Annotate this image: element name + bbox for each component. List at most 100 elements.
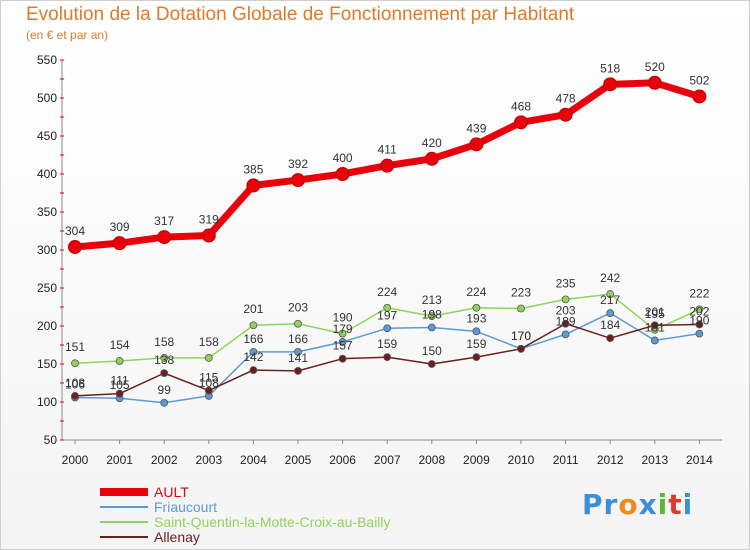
data-label: 198: [422, 308, 442, 322]
data-label: 197: [377, 308, 397, 322]
data-label: 439: [466, 121, 486, 135]
data-point: [383, 353, 392, 362]
data-label: 203: [556, 304, 576, 318]
data-label: 202: [689, 304, 709, 318]
data-point: [115, 389, 124, 398]
data-label: 309: [110, 220, 130, 234]
data-point: [201, 228, 216, 243]
data-label: 179: [333, 322, 353, 336]
data-label: 181: [645, 320, 665, 334]
data-label: 108: [199, 376, 219, 390]
data-point: [249, 347, 258, 356]
data-point: [157, 230, 172, 245]
data-point: [246, 178, 261, 193]
legend-label: Allenay: [154, 528, 200, 545]
data-label: 150: [422, 344, 442, 358]
data-label: 224: [377, 285, 397, 299]
legend: AULT Friaucourt Saint-Quentin-la-Motte-Cro…: [100, 484, 391, 544]
data-point: [335, 167, 350, 181]
data-point: [424, 151, 439, 166]
data-label: 108: [65, 376, 85, 390]
data-label: 166: [288, 332, 308, 346]
data-label: 317: [154, 214, 174, 228]
data-point: [650, 321, 659, 330]
data-label: 520: [645, 60, 665, 74]
data-label: 159: [466, 337, 486, 351]
legend-item: Allenay: [100, 529, 391, 544]
chart-subtitle: (en € et par an): [26, 28, 109, 42]
data-label: 385: [243, 162, 263, 176]
x-tick-label: 2010: [508, 453, 535, 467]
data-label: 141: [288, 351, 308, 365]
x-tick-label: 2001: [106, 453, 133, 467]
y-tick-label: 200: [37, 319, 57, 333]
x-tick-label: 2008: [418, 453, 445, 467]
data-point: [204, 354, 213, 362]
data-label: 224: [466, 285, 486, 299]
data-label: 170: [511, 329, 531, 343]
data-point: [517, 344, 525, 353]
legend-swatch: [100, 520, 148, 523]
data-label: 478: [556, 92, 576, 106]
x-tick-label: 2014: [686, 453, 713, 467]
data-label: 158: [199, 335, 219, 349]
data-label: 420: [422, 136, 442, 150]
data-label: 184: [600, 318, 620, 332]
data-point: [249, 366, 258, 374]
data-label: 105: [110, 378, 130, 392]
x-tick-label: 2004: [240, 453, 267, 467]
data-point: [291, 173, 305, 188]
data-label: 319: [199, 213, 219, 227]
data-label: 189: [556, 314, 576, 328]
data-labels: 304 309 317 319 385 392 400 411 420 439 468 478 518 5…: [65, 60, 710, 397]
data-point: [514, 115, 528, 130]
legend-swatch: [100, 487, 148, 496]
data-point: [427, 312, 436, 321]
y-tick-label: 500: [37, 91, 57, 105]
data-label: 106: [65, 377, 85, 391]
y-tick-label: 50: [44, 433, 58, 447]
data-point: [338, 338, 347, 346]
data-label: 392: [288, 157, 308, 171]
data-point: [427, 323, 436, 332]
series-lines: [68, 75, 707, 407]
data-label: 166: [243, 332, 263, 346]
data-label: 99: [158, 383, 172, 397]
data-point: [427, 360, 436, 368]
data-point: [469, 137, 484, 152]
data-point: [68, 239, 82, 254]
data-label: 193: [466, 311, 486, 325]
legend-label: Saint-Quentin-la-Motte-Croix-au-Bailly: [154, 513, 391, 530]
data-point: [472, 353, 481, 362]
x-tick-label: 2011: [553, 453, 579, 467]
legend-label: Friaucourt: [154, 498, 218, 515]
data-point: [383, 303, 392, 312]
data-point: [472, 327, 481, 336]
data-label: 222: [689, 286, 709, 300]
data-label: 242: [600, 271, 620, 285]
data-label: 111: [110, 374, 129, 388]
data-point: [115, 357, 124, 365]
x-tick-label: 2003: [195, 453, 222, 467]
data-label: 213: [422, 293, 442, 307]
x-tick-label: 2006: [329, 453, 356, 467]
data-label: 201: [645, 305, 665, 319]
data-label: 400: [333, 151, 353, 165]
data-label: 518: [600, 61, 620, 75]
y-tick-label: 400: [37, 167, 57, 181]
legend-swatch: [100, 505, 148, 508]
data-point: [561, 295, 570, 304]
data-label: 235: [556, 276, 576, 290]
legend-swatch: [100, 535, 148, 538]
data-point: [472, 303, 481, 312]
legend-item: AULT: [100, 484, 391, 499]
data-point: [338, 354, 347, 363]
data-label: 151: [65, 340, 85, 354]
data-point: [71, 392, 79, 400]
data-point: [380, 158, 395, 173]
data-label: 502: [689, 73, 709, 87]
data-point: [160, 354, 169, 362]
data-label: 195: [645, 307, 665, 321]
x-tick-label: 2007: [374, 453, 401, 467]
